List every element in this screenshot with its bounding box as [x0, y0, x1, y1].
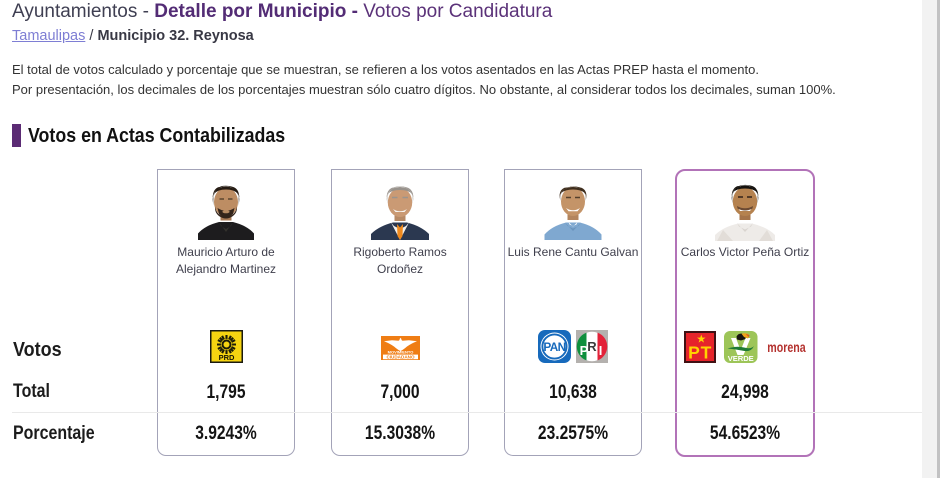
svg-text:R: R: [587, 339, 597, 354]
svg-text:PRD: PRD: [218, 353, 234, 362]
svg-text:P: P: [580, 343, 589, 358]
svg-text:P: P: [688, 342, 700, 362]
svg-text:CIUDADANO: CIUDADANO: [386, 354, 414, 359]
svg-text:I: I: [599, 343, 603, 358]
svg-text:T: T: [700, 342, 711, 362]
svg-text:PAN: PAN: [543, 340, 565, 354]
svg-text:VERDE: VERDE: [728, 354, 754, 363]
svg-text:MOVIMIENTO: MOVIMIENTO: [387, 349, 413, 354]
